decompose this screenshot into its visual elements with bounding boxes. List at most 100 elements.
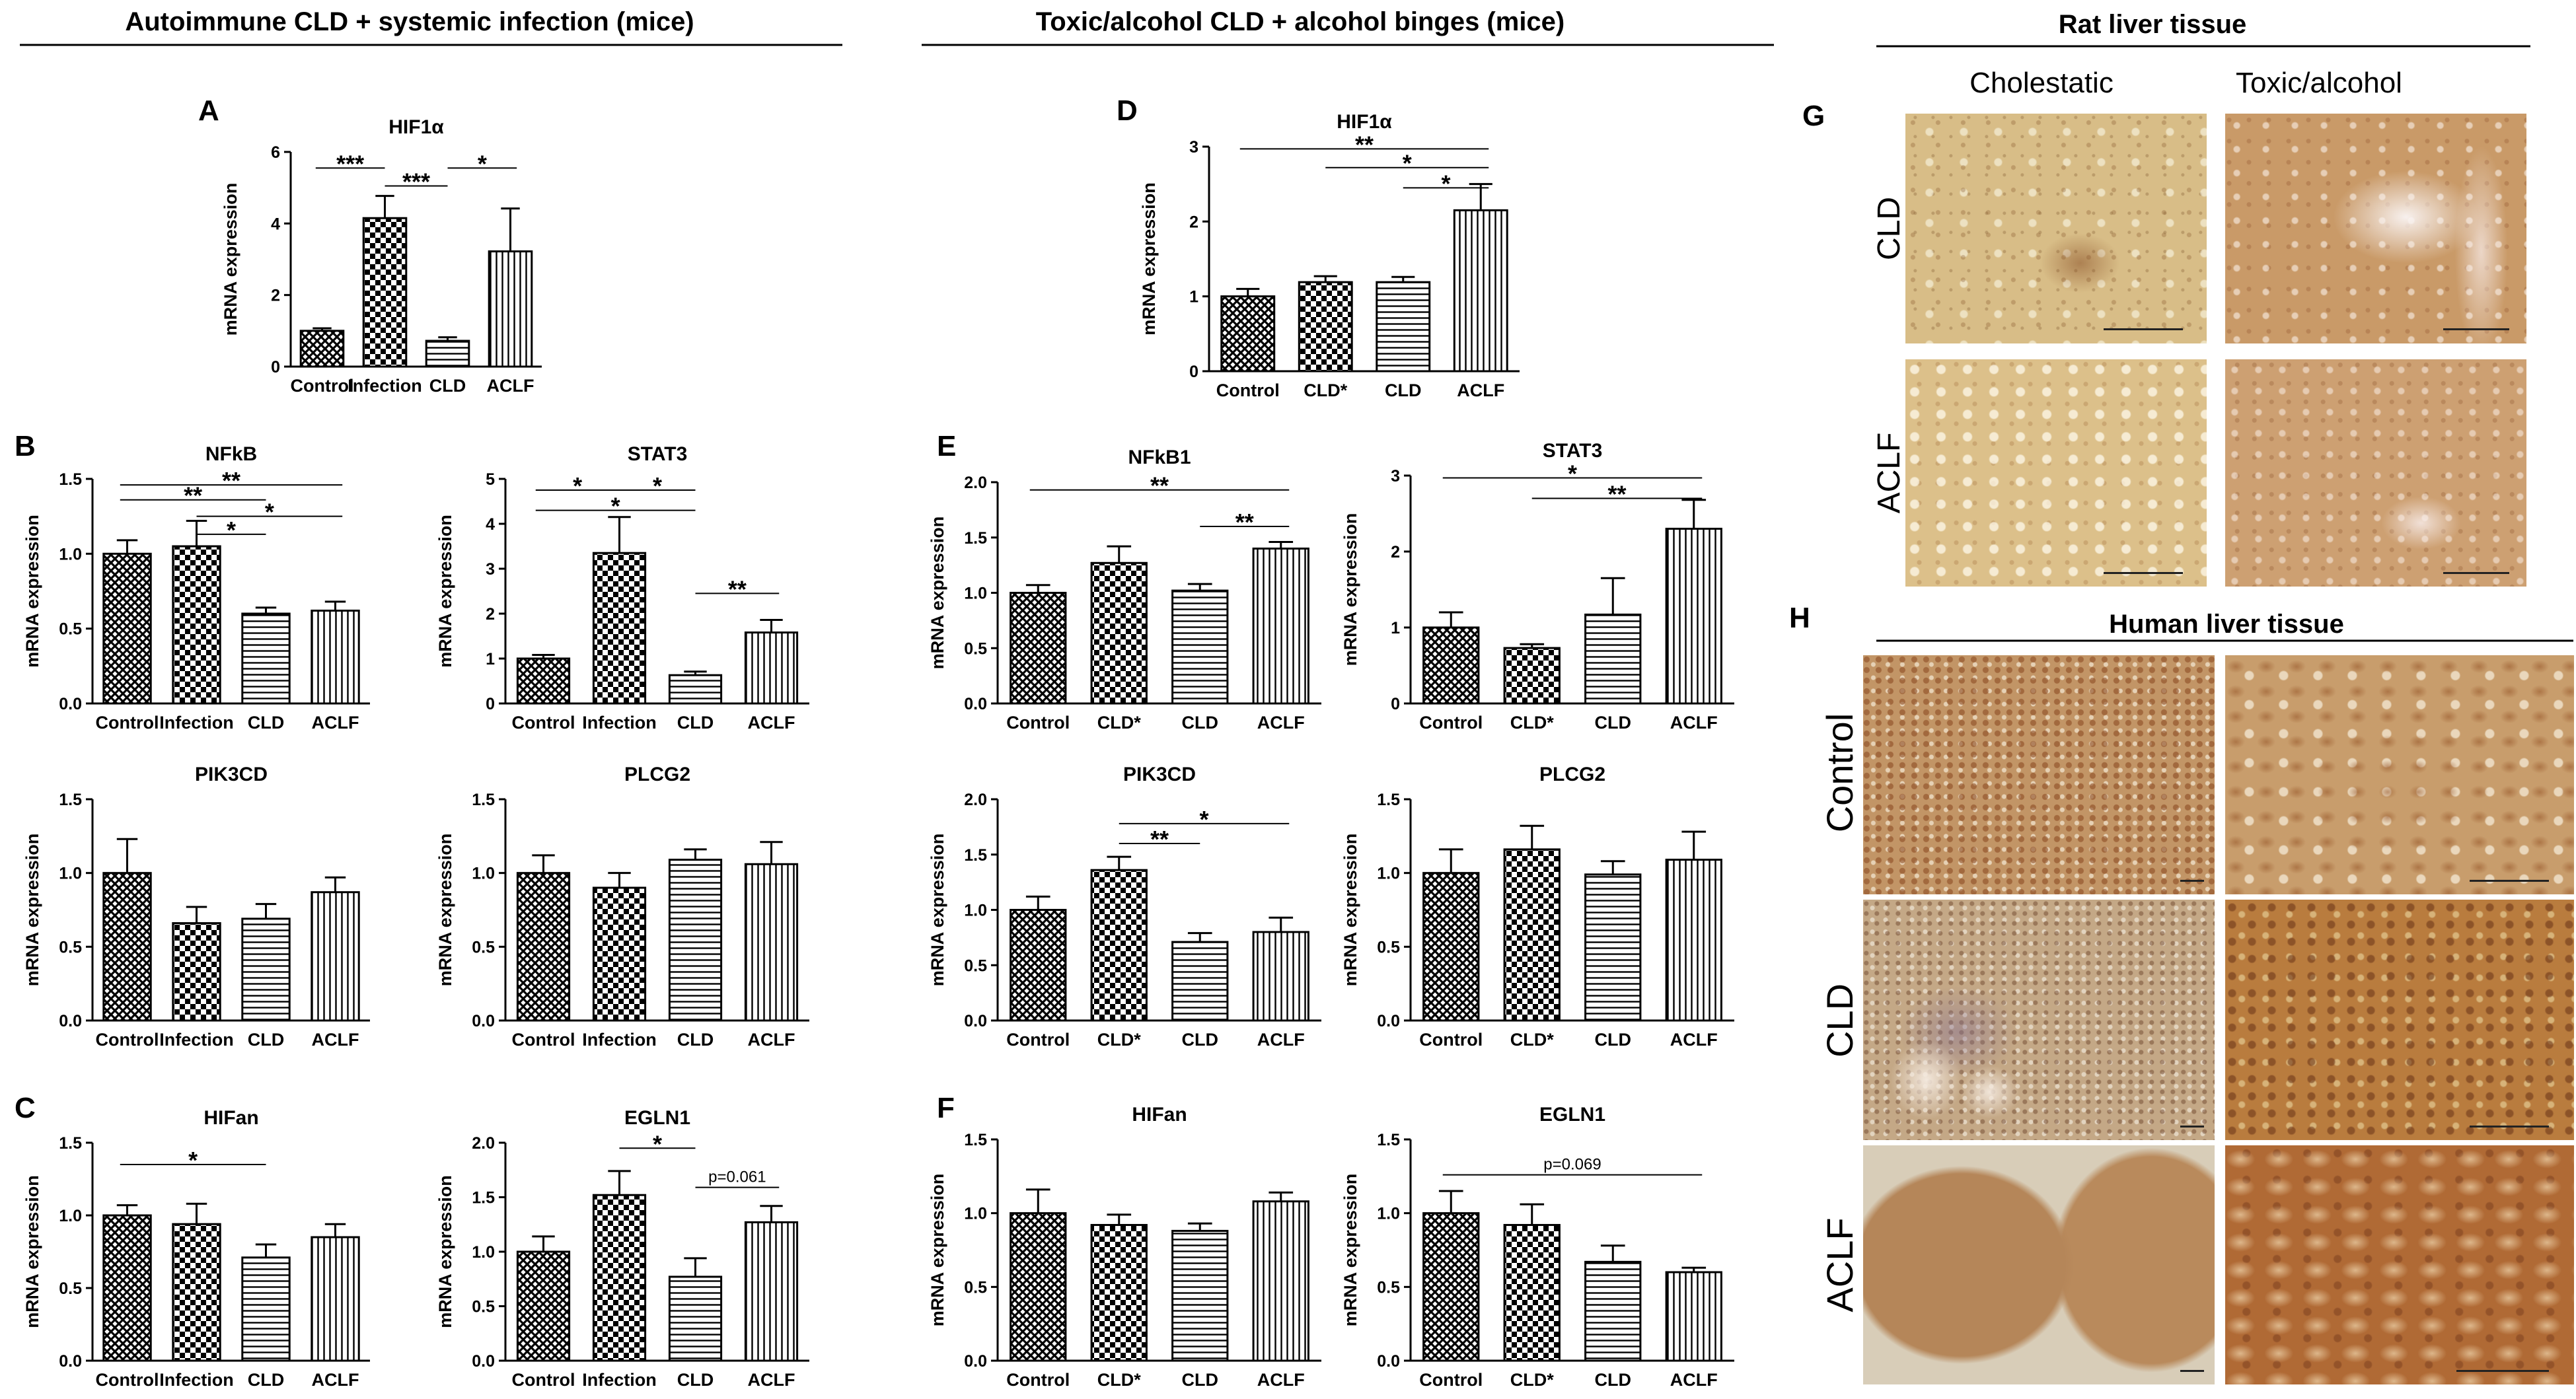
chart-c1: HIFan 0.0 0.5 1.0 1.5 mRNA expression Control I… — [22, 1107, 370, 1390]
bar-control — [516, 872, 571, 1022]
y-tick-label: 1.0 — [1377, 1205, 1400, 1223]
y-axis-label: mRNA expression — [435, 834, 455, 987]
significance-label: *** — [402, 168, 430, 195]
y-tick-label: 0.0 — [59, 1352, 82, 1371]
bar-aclf — [1665, 1271, 1722, 1362]
significance-label: ** — [1355, 131, 1374, 158]
category-label-cld: CLD — [248, 713, 285, 733]
bar-aclf — [1665, 528, 1722, 705]
significance-label: ** — [1607, 481, 1626, 508]
bar-cld — [668, 859, 723, 1022]
bar-cld — [1503, 647, 1561, 705]
category-label-control: Control — [512, 713, 575, 733]
bar-cld — [1090, 561, 1148, 705]
category-label-cld: CLD* — [1097, 713, 1141, 733]
tissue-nodule — [1863, 1145, 2215, 1384]
y-tick-label: 0.0 — [1377, 1012, 1400, 1030]
human-aclf-low-image — [1863, 1145, 2215, 1384]
bar-aclf — [311, 609, 360, 705]
chart-b4: PLCG2 0.0 0.5 1.0 1.5 mRNA expression Control I… — [435, 764, 809, 1050]
bar-cld — [241, 917, 291, 1022]
bar-control — [1010, 592, 1067, 705]
tissue-portal-tract — [1863, 900, 2215, 1140]
significance-label: * — [653, 1130, 662, 1157]
chart-f2: EGLN1 0.0 0.5 1.0 1.5 mRNA expression Control C… — [1341, 1104, 1734, 1390]
category-label-aclf: ACLF — [312, 1370, 359, 1390]
chart-title: EGLN1 — [1539, 1104, 1605, 1126]
category-label-control: Control — [512, 1030, 575, 1050]
y-tick-label: 1.5 — [472, 791, 495, 809]
chart-e3: PIK3CD 0.0 0.5 1.0 1.5 2.0 mRNA expression Cont… — [928, 764, 1321, 1050]
human-control-low-image — [1863, 655, 2215, 894]
y-tick-label: 1.5 — [472, 1189, 495, 1207]
y-tick-label: 0.5 — [1377, 938, 1400, 956]
bar-control — [299, 330, 345, 368]
significance-label: *** — [336, 150, 364, 177]
category-label-control: Control — [512, 1370, 575, 1390]
bar-aclf — [744, 1221, 799, 1362]
category-label-cld: CLD* — [1510, 1370, 1554, 1390]
bar-aclf — [744, 631, 799, 705]
scale-bar — [2180, 880, 2204, 882]
panel-letter-e: E — [937, 430, 956, 462]
bar-infection — [362, 217, 408, 368]
bar-aclf — [1665, 859, 1722, 1022]
bar-aclf — [311, 891, 360, 1022]
scale-bar — [2443, 572, 2509, 574]
y-tick-label: 0.0 — [964, 1352, 987, 1371]
panel-letter-g: G — [1802, 100, 1825, 132]
bar-infection — [592, 886, 647, 1022]
y-tick-label: 1.5 — [964, 846, 987, 865]
bar-infection — [172, 922, 221, 1022]
y-tick-label: 0.5 — [472, 1298, 495, 1316]
y-tick-label: 6 — [271, 143, 280, 162]
y-tick-label: 0.5 — [964, 639, 987, 658]
bar-cld — [1171, 941, 1229, 1022]
bar-control — [516, 657, 571, 705]
rat-row-label-aclf: ACLF — [1872, 432, 1907, 514]
human-control-high-image — [2225, 655, 2574, 894]
category-label-control: Control — [1419, 713, 1483, 733]
significance-label: p=0.061 — [708, 1168, 766, 1186]
y-tick-label: 2.0 — [472, 1134, 495, 1153]
rat-cholestatic-aclf-image — [1905, 359, 2207, 587]
chart-b1: NFkB 0.0 0.5 1.0 1.5 mRNA expression Control In… — [22, 443, 370, 733]
bar-aclf — [1453, 209, 1508, 373]
section-title-toxic: Toxic/alcohol CLD + alcohol binges (mice… — [1036, 7, 1565, 36]
rat-cholestatic-cld-image — [1905, 114, 2207, 343]
category-label-cld: CLD — [248, 1370, 285, 1390]
category-label-aclf: ACLF — [1670, 1030, 1718, 1050]
category-label-cld: CLD — [429, 376, 466, 396]
y-tick-label: 3 — [486, 560, 495, 579]
human-row-label-aclf: ACLF — [1819, 1217, 1860, 1312]
tissue-texture — [2225, 900, 2574, 1140]
scale-bar — [2104, 328, 2183, 330]
category-label-control: Control — [96, 713, 159, 733]
chart-b3: PIK3CD 0.0 0.5 1.0 1.5 mRNA expression Control… — [22, 764, 370, 1050]
significance-label: * — [653, 472, 662, 499]
y-tick-label: 1 — [486, 650, 495, 668]
scale-bar — [2470, 1126, 2549, 1128]
category-label-infection: Infection — [159, 713, 234, 733]
y-tick-label: 5 — [486, 470, 495, 489]
significance-label: ** — [1150, 472, 1169, 499]
bar-cld — [1090, 869, 1148, 1022]
category-label-cld: CLD* — [1097, 1370, 1141, 1390]
y-axis-label: mRNA expression — [22, 834, 42, 987]
bar-cld — [1298, 281, 1353, 373]
category-label-cld: CLD — [1182, 1370, 1219, 1390]
human-row-label-cld: CLD — [1819, 983, 1860, 1058]
chart-b2: STAT3 0 1 2 3 4 5 mRNA expression Control Infecti… — [435, 443, 809, 733]
category-label-control: Control — [1216, 380, 1280, 400]
y-tick-label: 0.5 — [964, 956, 987, 975]
scale-bar — [2180, 1370, 2204, 1372]
y-tick-label: 2 — [486, 605, 495, 624]
rat-column-toxic: Toxic/alcohol — [2236, 67, 2402, 99]
chart-title: PIK3CD — [195, 764, 268, 785]
category-label-cld: CLD — [1385, 380, 1422, 400]
bar-control — [1010, 909, 1067, 1022]
chart-f1: HIFan 0.0 0.5 1.0 1.5 mRNA expression Control C… — [928, 1104, 1321, 1390]
bar-control — [1422, 626, 1480, 705]
tissue-vessel — [2225, 359, 2526, 587]
y-axis-label: mRNA expression — [928, 1174, 947, 1327]
